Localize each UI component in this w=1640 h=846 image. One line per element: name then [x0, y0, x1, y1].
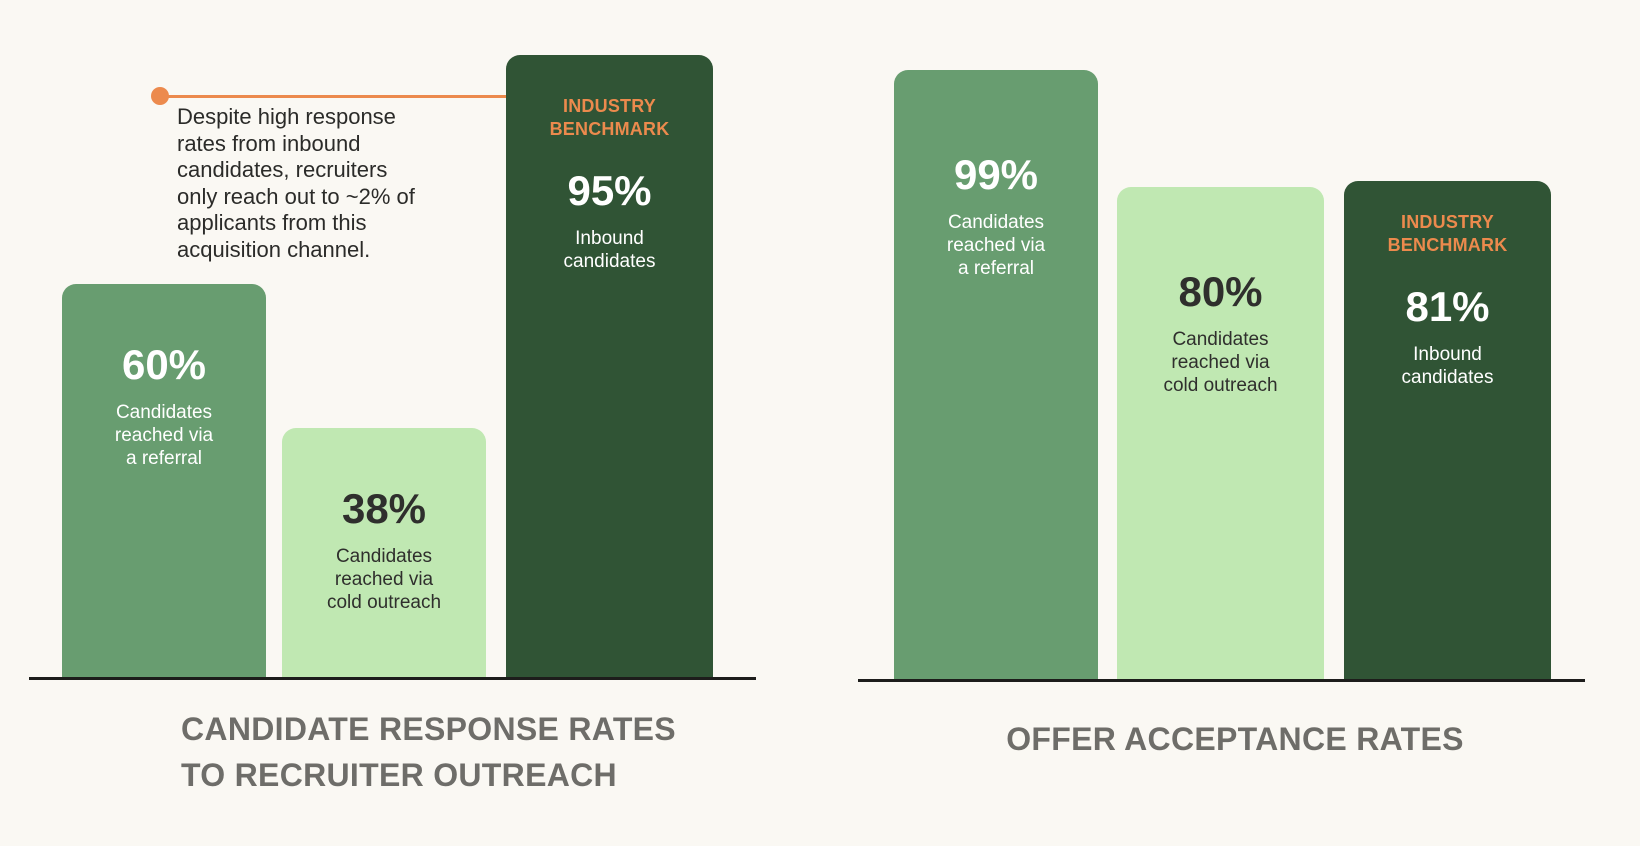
- offer-bar-1: 99% Candidates reached via a referral: [894, 70, 1098, 679]
- response-bar-tag-3: INDUSTRY BENCHMARK: [549, 96, 670, 139]
- offer-bar-3: INDUSTRY BENCHMARK 81% Inbound candidates: [1344, 181, 1551, 679]
- annotation-connector-line: [160, 95, 506, 98]
- response-bar-3: INDUSTRY BENCHMARK 95% Inbound candidates: [506, 55, 713, 677]
- response-bar-value-2: 38%: [341, 485, 427, 532]
- offer-bar-label-1: Candidates reached via a referral: [946, 212, 1046, 279]
- response-rate-chart: Despite high response rates from inbound…: [0, 0, 780, 846]
- response-rate-baseline: [29, 677, 756, 680]
- offer-bar-label-2: Candidates reached via cold outreach: [1163, 329, 1278, 396]
- offer-acceptance-baseline: [858, 679, 1585, 682]
- offer-bar-value-2: 80%: [1178, 268, 1263, 315]
- annotation-marker-dot: [151, 87, 169, 105]
- response-bar-value-1: 60%: [121, 341, 207, 388]
- response-bar-2: 38% Candidates reached via cold outreach: [282, 428, 486, 677]
- offer-bar-2: 80% Candidates reached via cold outreach: [1117, 187, 1324, 679]
- offer-acceptance-chart-title: OFFER ACCEPTANCE RATES: [1006, 721, 1464, 757]
- offer-bar-label-3: Inbound candidates: [1401, 344, 1494, 388]
- offer-bar-value-1: 99%: [953, 151, 1039, 198]
- response-bar-value-3: 95%: [567, 167, 652, 214]
- response-bar-1: 60% Candidates reached via a referral: [62, 284, 266, 677]
- offer-bar-tag-3: INDUSTRY BENCHMARK: [1387, 212, 1508, 255]
- offer-bar-value-3: 81%: [1405, 283, 1490, 330]
- response-bar-label-1: Candidates reached via a referral: [114, 402, 214, 469]
- response-rate-chart-title: CANDIDATE RESPONSE RATES TO RECRUITER OU…: [181, 711, 676, 793]
- offer-acceptance-chart: 99% Candidates reached via a referral 80% C…: [830, 0, 1640, 846]
- response-bar-label-2: Candidates reached via cold outreach: [326, 546, 442, 613]
- response-bar-label-3: Inbound candidates: [563, 228, 656, 272]
- annotation-text: Despite high response rates from inbound…: [177, 104, 415, 262]
